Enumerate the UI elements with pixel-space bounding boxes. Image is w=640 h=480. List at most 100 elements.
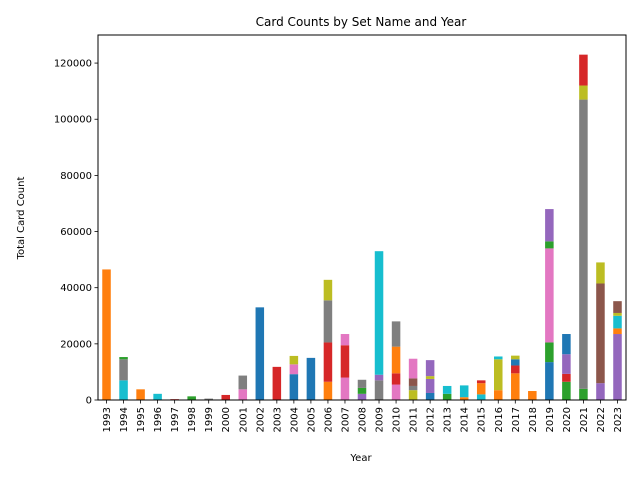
x-tick-label-2023: 2023 [613,407,624,432]
bar-segment-2000-0 [221,394,230,400]
bar-segment-2007-1 [340,345,350,378]
x-tick-label-2021: 2021 [579,407,590,432]
x-tick-label-1997: 1997 [170,407,181,432]
bar-segment-2006-2 [323,300,333,343]
bar-segment-2002-0 [255,307,265,400]
x-tick-label-2017: 2017 [511,407,522,432]
bar-segment-2021-1 [579,99,588,389]
bar-segment-2017-2 [511,359,520,366]
bar-segment-2009-2 [374,251,384,375]
bar-segment-2011-3 [408,358,418,379]
x-tick-label-2005: 2005 [306,407,317,432]
bar-segment-2019-4 [545,209,554,242]
y-tick-label-40000: 40000 [60,283,92,294]
x-tick-label-1999: 1999 [204,407,215,432]
bar-segment-2017-1 [511,365,520,374]
bar-segment-2010-0 [391,384,401,400]
bar-segment-2011-1 [408,385,418,391]
x-tick-label-2015: 2015 [477,407,488,432]
bar-segment-2012-1 [425,378,435,393]
bar-segment-2006-1 [323,342,333,382]
x-tick-label-2001: 2001 [238,407,249,432]
bar-segment-2017-3 [511,355,520,360]
bar-segment-2004-1 [289,364,299,375]
bar-segment-2019-2 [545,248,554,343]
bar-segment-2023-2 [613,315,622,329]
x-tick-label-1998: 1998 [187,407,198,432]
bar-segment-2023-3 [613,312,622,316]
bar-segment-2014-0 [459,397,469,400]
x-axis-ticks: 1993 1994 1995 1996 1997 1998 1999 2000 2001 2002… [102,400,624,432]
bar-segment-2006-3 [323,279,333,301]
bar-segment-2010-3 [391,321,401,347]
bar-segment-2016-2 [494,356,503,360]
bar-segment-2015-0 [476,394,486,400]
bar-segment-2010-1 [391,373,401,385]
x-tick-label-2013: 2013 [443,407,454,432]
y-tick-label-0: 0 [86,396,92,407]
x-tick-label-2003: 2003 [272,407,283,432]
bar-segment-2014-1 [459,385,469,398]
bar-segment-2016-0 [494,390,503,400]
bar-segment-2009-0 [374,380,384,400]
bar-segment-2020-3 [562,334,571,355]
bar-segment-2021-0 [579,388,588,400]
bar-segment-2010-2 [391,346,401,374]
x-tick-label-2022: 2022 [596,407,607,432]
y-tick-label-20000: 20000 [60,339,92,350]
bar-segment-1998-0 [187,396,196,400]
bar-segment-2023-4 [613,301,622,313]
x-tick-label-1994: 1994 [119,407,130,432]
bar-segment-2012-0 [425,392,435,400]
bar-segment-2022-0 [596,383,605,400]
x-tick-label-2011: 2011 [409,407,420,432]
bar-segment-1993-0 [102,269,111,400]
bar-segment-1996-0 [153,393,162,400]
bar-segment-2013-0 [442,393,452,400]
bar-segment-1999-0 [204,398,213,400]
x-tick-label-1996: 1996 [153,407,164,432]
bar-segment-2016-1 [494,359,503,391]
bar-segment-2023-0 [613,334,622,400]
bar-segment-2007-0 [340,377,350,400]
y-axis-ticks: 0 20000 40000 60000 80000 100000 120000 [54,59,98,407]
bar-segment-2018-0 [528,391,537,400]
x-tick-label-2009: 2009 [375,407,386,432]
bar-segment-2022-1 [596,283,605,384]
y-tick-label-60000: 60000 [60,227,92,238]
bar-segment-1995-0 [136,389,145,400]
bar-segment-2013-1 [442,385,452,394]
y-tick-label-80000: 80000 [60,171,92,182]
x-tick-label-2002: 2002 [255,407,266,432]
x-tick-label-2006: 2006 [323,407,334,432]
chart-title: Card Counts by Set Name and Year [256,15,467,29]
bar-segment-2020-1 [562,373,571,382]
x-tick-label-2012: 2012 [426,407,437,432]
bar-segment-2021-2 [579,85,588,100]
x-tick-label-1993: 1993 [102,407,113,432]
x-tick-label-2014: 2014 [460,407,471,432]
bar-segment-2022-2 [596,262,605,284]
bar-segment-1994-0 [119,380,128,400]
bar-segment-2012-2 [425,376,435,379]
bar-segment-2008-0 [357,393,367,400]
bar-segment-2007-2 [340,334,350,346]
bar-segment-2006-0 [323,381,333,400]
bar-segment-2001-1 [238,375,248,390]
bar-segment-2021-3 [579,54,588,86]
bar-segment-1994-1 [119,359,128,381]
bar-segment-2008-2 [357,379,367,388]
bar-segment-2023-1 [613,328,622,335]
x-tick-label-2016: 2016 [494,407,505,432]
bar-segment-2019-3 [545,241,554,249]
x-tick-label-2008: 2008 [358,407,369,432]
y-tick-label-120000: 120000 [54,59,92,70]
x-tick-label-2020: 2020 [562,407,573,432]
bar-segment-2015-1 [476,383,486,395]
bar-segment-2020-2 [562,354,571,374]
bar-segment-2012-3 [425,360,435,377]
bar-segment-2001-0 [238,389,248,400]
plot-frame [97,34,627,401]
bar-segment-2020-0 [562,381,571,400]
